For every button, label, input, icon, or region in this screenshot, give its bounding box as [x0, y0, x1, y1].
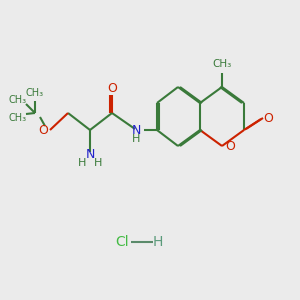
- Text: CH₃: CH₃: [212, 59, 232, 69]
- Text: H: H: [78, 158, 86, 168]
- Text: O: O: [107, 82, 117, 94]
- Text: H: H: [94, 158, 102, 168]
- Text: O: O: [38, 124, 48, 136]
- Text: O: O: [263, 112, 273, 125]
- Text: H: H: [153, 235, 163, 249]
- Text: N: N: [131, 124, 141, 136]
- Text: CH₃: CH₃: [26, 88, 44, 98]
- Text: CH₃: CH₃: [9, 113, 27, 123]
- Text: CH₃: CH₃: [9, 95, 27, 105]
- Text: N: N: [85, 148, 95, 160]
- Text: Cl: Cl: [115, 235, 129, 249]
- Text: H: H: [132, 134, 140, 144]
- Text: O: O: [225, 140, 235, 154]
